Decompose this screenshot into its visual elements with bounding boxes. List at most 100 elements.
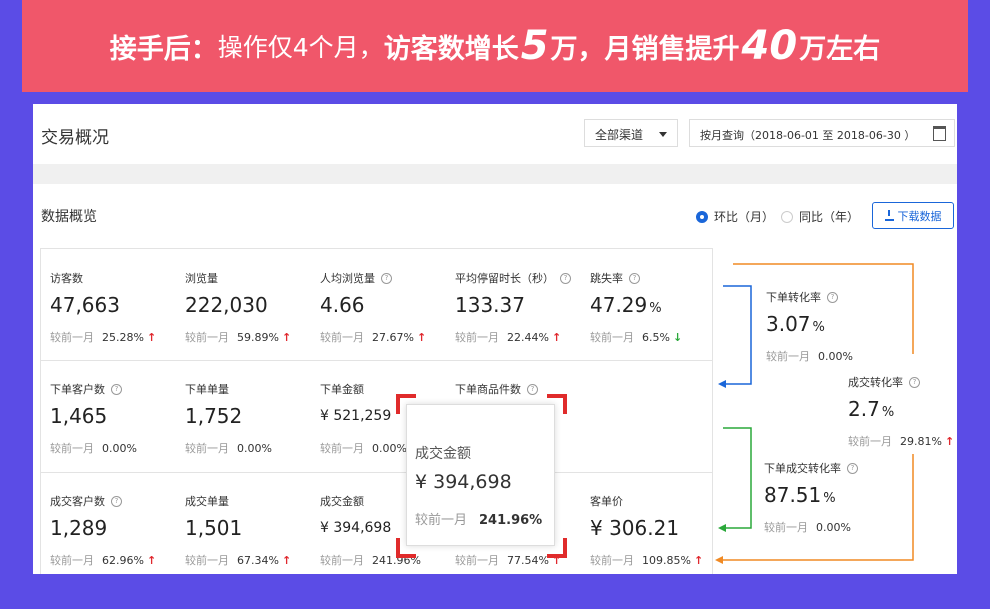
metric-deal-count: 成交单量 1,501 较前一月 67.34% ↑ (185, 494, 315, 568)
metric-value: 2.7 (848, 397, 880, 421)
page-title: 交易概况 (41, 128, 109, 148)
compare-label: 较前一月 (185, 554, 229, 567)
metric-pageviews: 浏览量 222,030 较前一月 59.89% ↑ (185, 271, 315, 345)
section-divider (33, 164, 957, 184)
funnel-lines (715, 263, 914, 564)
metric-pct: 0.00% (237, 442, 272, 455)
metric-avg-order-value: 客单价 ¥ 306.21 较前一月 109.85% ↑ (590, 494, 720, 568)
row-divider (41, 360, 712, 361)
date-range-picker[interactable]: 按月查询（2018-06-01 至 2018-06-30 ） (689, 119, 955, 147)
metric-value: 1,501 (185, 516, 243, 540)
metric-order-count: 下单单量 1,752 较前一月 0.00% (185, 382, 315, 456)
highlight-corner (396, 394, 416, 414)
header-bar: 交易概况 全部渠道 按月查询（2018-06-01 至 2018-06-30 ） (33, 104, 957, 164)
metric-unit: % (649, 301, 662, 316)
blue-line (723, 285, 752, 385)
metric-order-customers: 下单客户数? 1,465 较前一月 0.00% (50, 382, 180, 456)
radio-mom[interactable]: 环比（月） (696, 208, 774, 225)
tooltip-compare: 较前一月 (415, 513, 468, 528)
conv-order-rate: 下单转化率? 3.07% 较前一月 0.00% (766, 290, 906, 364)
metric-bounce-rate: 跳失率? 47.29% 较前一月 6.5% ↓ (590, 271, 720, 345)
metric-value: 1,752 (185, 404, 243, 428)
compare-label: 较前一月 (320, 554, 364, 567)
metric-pct: 22.44% (507, 331, 549, 344)
download-button[interactable]: 下载数据 (872, 202, 954, 229)
arrow-down-icon: ↓ (672, 331, 683, 344)
compare-label: 较前一月 (320, 442, 364, 455)
compare-label: 较前一月 (50, 442, 94, 455)
metric-value: 133.37 (455, 293, 525, 317)
arrow-up-icon: ↑ (146, 554, 157, 567)
metric-pct: 0.00% (816, 521, 851, 534)
metric-label: 人均浏览量 (320, 272, 375, 285)
metric-pct: 77.54% (507, 554, 549, 567)
compare-label: 较前一月 (50, 331, 94, 344)
radio-mom-label: 环比（月） (714, 210, 775, 224)
metric-pct: 29.81% (900, 435, 942, 448)
arrow-up-icon: ↑ (693, 554, 704, 567)
metric-pct: 0.00% (372, 442, 407, 455)
arrow-up-icon: ↑ (146, 331, 157, 344)
metric-pct: 59.89% (237, 331, 279, 344)
download-icon (884, 210, 894, 221)
compare-label: 较前一月 (590, 331, 634, 344)
highlight-corner (547, 394, 567, 414)
metric-value: 4.66 (320, 293, 365, 317)
compare-label: 较前一月 (764, 521, 808, 534)
metric-deal-amount: 成交金额 ¥ 394,698 较前一月 241.96% (320, 494, 450, 568)
banner-num2: 40 (741, 23, 798, 69)
help-icon[interactable]: ? (629, 272, 640, 284)
help-icon[interactable]: ? (827, 291, 838, 303)
section-title: 数据概览 (41, 209, 97, 225)
help-icon[interactable]: ? (527, 383, 538, 395)
metric-avg-duration: 平均停留时长（秒）? 133.37 较前一月 22.44% ↑ (455, 271, 585, 345)
metric-value: 3.07 (766, 312, 811, 336)
metric-label: 成交转化率 (848, 376, 903, 389)
banner-part2: 操作仅4个月， (217, 33, 384, 62)
metric-label: 客单价 (590, 495, 623, 508)
calendar-icon (933, 126, 946, 141)
radio-yoy[interactable]: 同比（年） (781, 208, 859, 225)
channel-select[interactable]: 全部渠道 (584, 119, 678, 147)
arrow-up-icon: ↑ (416, 331, 427, 344)
metric-pct: 0.00% (102, 442, 137, 455)
metric-pct: 67.34% (237, 554, 279, 567)
help-icon[interactable]: ? (381, 272, 392, 284)
metric-deal-items: 较前一月 77.54% ↑ (455, 494, 585, 568)
orange-line-top (733, 263, 914, 354)
metric-label: 成交客户数 (50, 495, 105, 508)
metric-value: 222,030 (185, 293, 268, 317)
arrow-up-icon: ↑ (944, 435, 955, 448)
download-label: 下载数据 (897, 209, 942, 223)
help-icon[interactable]: ? (847, 462, 858, 474)
help-icon[interactable]: ? (111, 383, 122, 395)
metric-label: 下单成交转化率 (764, 462, 841, 475)
compare-label: 较前一月 (766, 350, 810, 363)
metric-value: 1,465 (50, 404, 108, 428)
blue-arrow-icon (718, 380, 726, 388)
metric-pct: 6.5% (642, 331, 670, 344)
help-icon[interactable]: ? (111, 495, 122, 507)
metric-unit: % (881, 405, 895, 420)
channel-select-value: 全部渠道 (595, 128, 644, 142)
help-icon[interactable]: ? (909, 376, 920, 388)
arrow-up-icon: ↑ (281, 554, 292, 567)
green-arrow-icon (718, 524, 726, 532)
compare-label: 较前一月 (590, 554, 634, 567)
metric-label: 下单转化率 (766, 291, 821, 304)
metric-label: 成交单量 (185, 495, 229, 508)
metric-value: ¥ 521,259 (320, 408, 392, 424)
metric-value: 1,289 (50, 516, 108, 540)
metric-label: 下单客户数 (50, 383, 105, 396)
compare-label: 较前一月 (455, 331, 499, 344)
highlight-corner (547, 538, 567, 558)
metric-value: 47.29 (590, 293, 648, 317)
help-icon[interactable]: ? (560, 272, 571, 284)
dashboard-panel: 交易概况 全部渠道 按月查询（2018-06-01 至 2018-06-30 ）… (33, 104, 957, 574)
radio-on-icon (696, 210, 708, 223)
metrics-grid: 访客数 47,663 较前一月 25.28% ↑ 浏览量 222,030 较前一月 5… (40, 248, 713, 574)
compare-label: 较前一月 (185, 442, 229, 455)
arrow-up-icon: ↑ (551, 554, 562, 567)
highlight-corner (396, 538, 416, 558)
metric-pct: 62.96% (102, 554, 144, 567)
